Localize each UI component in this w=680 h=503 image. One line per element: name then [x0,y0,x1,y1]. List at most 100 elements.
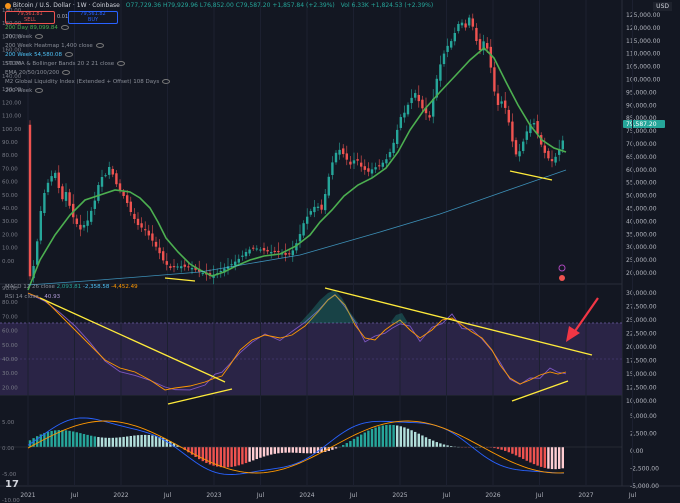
candle-body [320,204,323,210]
candle-body [421,99,424,109]
candle-body [327,176,330,196]
rsi-left-tick: 50.00 [2,343,18,349]
indicator-item[interactable]: 200 Week 54,580.08 [5,52,74,58]
rsi-right-tick: 30,000.00 [626,290,657,297]
macd-histogram-bar [32,438,35,447]
volume-readout: Vol 6.33K +1,824.53 (+2.39%) [340,2,434,9]
macd-histogram-bar [374,427,377,447]
indicator-item[interactable]: 200 Week [5,34,44,40]
rsi-right-tick: 15,000.00 [626,371,657,378]
eye-icon[interactable] [95,43,104,48]
macd-histogram-bar [136,435,140,447]
indicator-item[interactable]: M2 Global Liquidity Index (Extended + Of… [5,79,171,85]
macd-histogram-bar [162,438,165,447]
spread-value: 0.01 [57,14,69,20]
eye-icon[interactable] [60,25,69,30]
macd-histogram-bar [61,430,64,447]
macd-right-tick: 0.00 [630,448,644,455]
indicator-item[interactable]: STDMA & Bollinger Bands 20 2 21 close [5,61,126,67]
macd-histogram-bar [147,435,150,447]
macd-histogram-bar [363,432,366,447]
macd-left-tick: -10.00 [2,498,20,503]
ma-200-week-line [27,169,567,286]
macd-histogram-bar [306,447,309,454]
candle-body [536,121,539,134]
macd-histogram-bar [50,430,53,447]
macd-histogram-bar [93,436,96,447]
macd-histogram-bar [442,444,446,447]
candle-body [46,182,50,193]
candle-body [522,141,525,151]
candle-body [428,115,431,118]
price-tick: 35,000.00 [626,231,657,238]
candle-body [255,248,258,250]
candle-body [154,241,158,247]
arrow-head [566,326,580,342]
candle-body [478,39,482,50]
candle-body [201,273,204,275]
eye-icon[interactable] [162,79,171,84]
candle-body [403,112,406,118]
buy-button[interactable]: 79,561.82 BUY [68,11,118,24]
indicator-item[interactable]: 200 Week Heatmap 1,400 close [5,43,104,49]
left-tick: 150.00 [2,61,22,67]
candle-body [104,175,107,177]
eye-icon[interactable] [35,88,44,93]
candle-body [100,177,104,187]
eye-icon[interactable] [65,52,74,57]
macd-histogram-bar [219,447,222,468]
macd-histogram-bar [410,430,413,447]
macd-histogram-bar [187,447,190,453]
indicator-item[interactable]: 200 Week [5,88,44,94]
candle-body [270,252,273,254]
macd-legend[interactable]: MACD 12 26 close 2,093.81 -2,358.58 -4,4… [5,284,138,290]
price-tick: 65,000.00 [626,154,657,161]
macd-histogram-bar [43,432,46,447]
candle-body [550,159,554,162]
eye-icon[interactable] [117,61,126,66]
rsi-left-tick: 40.00 [2,357,18,363]
macd-histogram-bar [540,447,543,467]
macd-histogram-bar [378,426,381,447]
macd-histogram-bar [421,435,424,447]
candle-body [79,224,82,230]
candle-body [367,168,370,172]
candle-body [115,173,118,185]
left-tick: 60.00 [2,180,18,186]
candle-body [244,252,248,257]
current-price-label [623,120,665,128]
candle-body [306,216,309,224]
left-tick: 40.00 [2,206,18,212]
macd-histogram-bar [554,447,557,470]
sell-button[interactable]: 79,561.81 SELL [5,11,55,24]
candle-body [295,243,298,251]
rsi-right-tick: 10,000.00 [626,398,657,405]
candle-body [82,225,86,228]
currency-label[interactable]: USD [653,2,672,11]
candle-body [309,211,312,215]
candle-body [496,93,500,105]
macd-histogram-bar [543,447,546,468]
price-tick: 30,000.00 [626,244,657,251]
candle-body [64,192,68,201]
indicator-item[interactable]: 200 Day 89,099.84 [5,25,69,31]
rsi-legend[interactable]: RSI 14 close 40.93 [5,294,61,300]
eye-icon[interactable] [62,70,71,75]
macd-histogram-bar [244,447,248,464]
macd-histogram-bar [72,431,75,447]
candle-body [133,213,136,219]
candle-body [183,264,186,267]
time-tick: Jul [628,492,637,499]
macd-histogram-bar [518,447,521,458]
candle-body [417,94,420,102]
indicator-item[interactable]: EMA 20/50/100/200 [5,70,71,76]
macd-histogram-bar [507,447,510,453]
macd-histogram-bar [259,447,262,458]
candle-body [453,33,456,42]
left-tick: 170.00 [2,34,22,40]
macd-line [27,417,565,475]
macd-histogram-bar [450,446,453,447]
eye-icon[interactable] [35,34,44,39]
symbol-title[interactable]: Bitcoin / U.S. Dollar · 1W · Coinbase O7… [5,2,433,9]
